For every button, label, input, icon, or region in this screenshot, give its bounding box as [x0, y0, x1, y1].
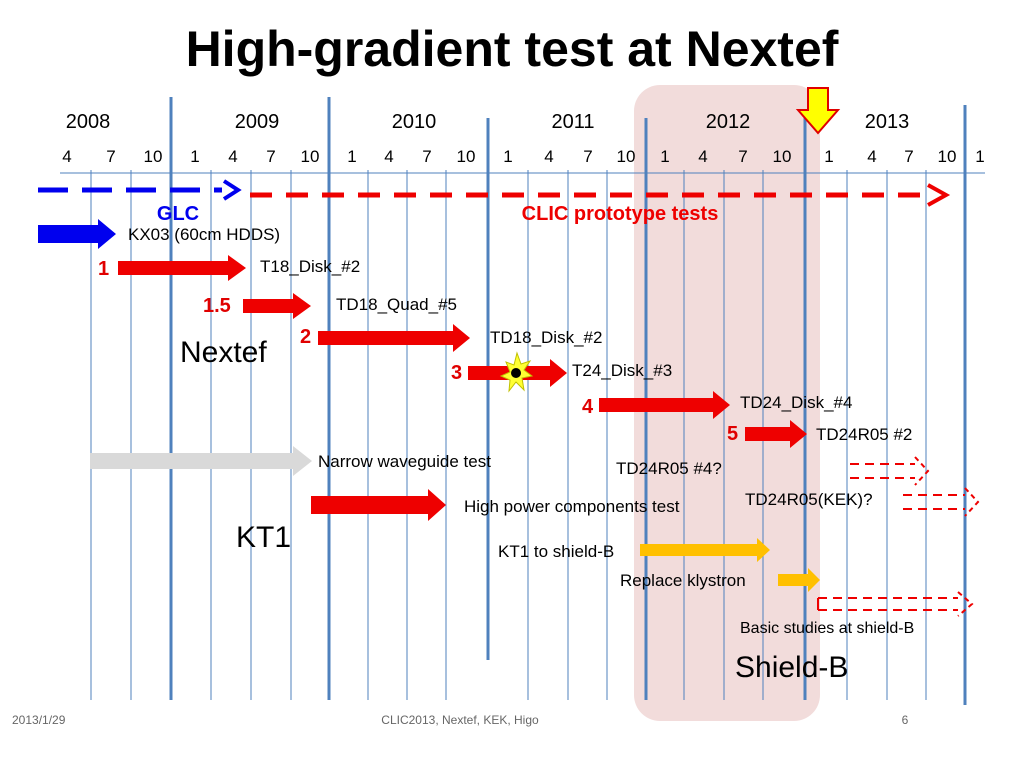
td24-disk-4-label: TD24_Disk_#4 — [740, 393, 852, 412]
basic-studies-label: Basic studies at shield-B — [740, 620, 914, 637]
td24r05-4-label: TD24R05 #4? — [616, 459, 722, 478]
month-label: 10 — [301, 147, 320, 166]
kx03-arrow — [38, 219, 116, 249]
basic-studies-dashed-arrow — [817, 591, 974, 617]
month-labels: 4 7 10 1 4 7 10 1 4 7 10 1 4 7 10 1 4 7 … — [62, 147, 984, 166]
step-number: 1 — [98, 258, 109, 280]
td18-quad-5-label: TD18_Quad_#5 — [336, 295, 457, 314]
month-label: 4 — [544, 147, 553, 166]
nextef-label: Nextef — [180, 336, 267, 369]
glc-label: GLC — [157, 203, 199, 225]
month-label: 10 — [938, 147, 957, 166]
month-label: 10 — [617, 147, 636, 166]
td24r05-2-label: TD24R05 #2 — [816, 425, 912, 444]
footer-center: CLIC2013, Nextef, KEK, Higo — [381, 713, 539, 727]
clic-phase-arrow — [250, 183, 951, 207]
breakdown-core — [511, 368, 521, 378]
year-label: 2011 — [551, 111, 594, 133]
kt1-label: KT1 — [236, 521, 291, 554]
year-label: 2008 — [66, 111, 111, 133]
month-label: 7 — [583, 147, 592, 166]
month-label: 10 — [773, 147, 792, 166]
td24r05-kek-dashed-arrow — [903, 487, 980, 517]
month-label: 1 — [347, 147, 356, 166]
step-number: 5 — [727, 423, 738, 445]
kt1-to-shield-label: KT1 to shield-B — [498, 542, 614, 561]
replace-klystron-label: Replace klystron — [620, 571, 746, 590]
month-label: 4 — [228, 147, 237, 166]
td24r05-2-arrow — [745, 420, 807, 448]
page-number: 6 — [902, 713, 909, 727]
td24r05-4-dashed-arrow — [850, 456, 930, 486]
year-labels: 2008 2009 2010 2011 2012 2013 — [66, 111, 910, 133]
td18-quad-5-arrow — [243, 293, 311, 319]
year-label: 2012 — [706, 111, 751, 133]
step-number: 1.5 — [203, 295, 231, 317]
month-label: 7 — [266, 147, 275, 166]
t24-disk-3-label: T24_Disk_#3 — [572, 361, 672, 380]
year-label: 2009 — [235, 111, 280, 133]
month-label: 4 — [698, 147, 707, 166]
month-label: 1 — [660, 147, 669, 166]
month-label: 7 — [422, 147, 431, 166]
month-grid — [90, 170, 927, 700]
kx03-label: KX03 (60cm HDDS) — [128, 225, 280, 244]
narrow-waveguide-label: Narrow waveguide test — [318, 452, 491, 471]
month-label: 1 — [503, 147, 512, 166]
step-number: 4 — [582, 396, 594, 418]
month-label: 1 — [190, 147, 199, 166]
month-label: 4 — [62, 147, 71, 166]
month-label: 7 — [106, 147, 115, 166]
clic-label: CLIC prototype tests — [522, 203, 719, 225]
year-label: 2010 — [392, 111, 437, 133]
high-power-arrow — [311, 489, 446, 521]
td24-disk-4-arrow — [599, 391, 730, 419]
month-label: 4 — [867, 147, 876, 166]
high-power-label: High power components test — [464, 497, 680, 516]
kt1-to-shield-arrow — [640, 538, 770, 562]
slide-title: High-gradient test at Nextef — [186, 21, 839, 77]
year-label: 2013 — [865, 111, 910, 133]
td18-disk-2-arrow — [318, 324, 470, 352]
td24r05-kek-label: TD24R05(KEK)? — [745, 490, 873, 509]
replace-klystron-arrow — [778, 568, 820, 592]
td18-disk-2-label: TD18_Disk_#2 — [490, 328, 602, 347]
shield-b-label: Shield-B — [735, 651, 848, 684]
step-number: 2 — [300, 326, 311, 348]
year-grid — [169, 97, 967, 705]
footer-date: 2013/1/29 — [12, 713, 66, 727]
narrow-waveguide-arrow — [90, 446, 312, 476]
month-label: 4 — [384, 147, 393, 166]
month-label: 7 — [904, 147, 913, 166]
month-label: 10 — [144, 147, 163, 166]
month-label: 7 — [738, 147, 747, 166]
month-label: 1 — [975, 147, 984, 166]
now-marker-arrow-icon — [795, 87, 841, 135]
t18-disk-2-label: T18_Disk_#2 — [260, 257, 360, 276]
step-number: 3 — [451, 362, 462, 384]
t18-disk-2-arrow — [118, 255, 246, 281]
month-label: 1 — [824, 147, 833, 166]
month-label: 10 — [457, 147, 476, 166]
glc-phase-arrow — [38, 179, 242, 201]
